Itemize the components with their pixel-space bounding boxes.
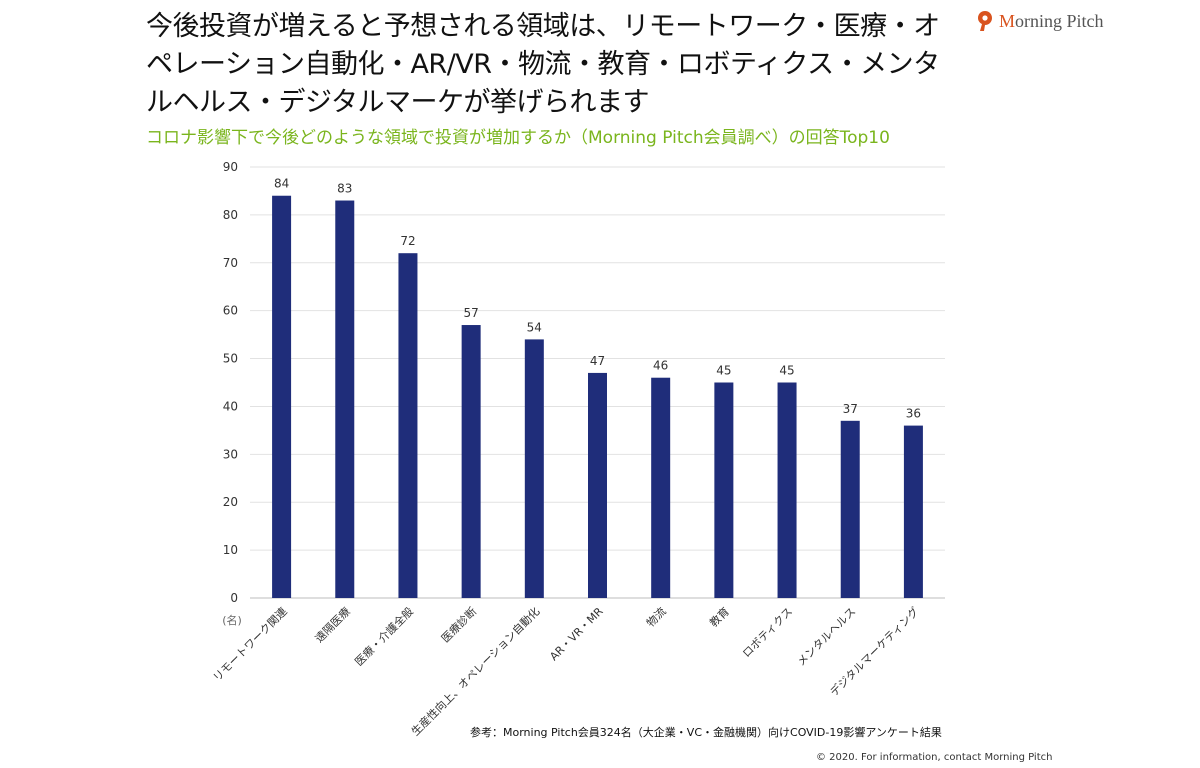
bar	[524, 339, 544, 598]
y-tick-label: 40	[223, 399, 238, 413]
bar	[840, 420, 860, 598]
y-tick-label: 0	[230, 591, 238, 605]
data-label: 57	[463, 306, 478, 320]
data-label: 72	[400, 234, 415, 248]
bar	[588, 372, 607, 598]
copyright-text: © 2020. For information, contact Morning…	[816, 752, 1053, 763]
data-label: 54	[527, 320, 542, 334]
bar	[714, 382, 734, 598]
data-label: 45	[779, 364, 794, 378]
data-label: 83	[337, 182, 352, 196]
bar	[272, 195, 292, 598]
y-tick-label: 90	[223, 160, 238, 174]
category-label: 医療・介護全般	[352, 604, 416, 668]
data-label: 47	[590, 354, 605, 368]
source-note: 参考：Morning Pitch会員324名（大企業・VC・金融機関）向けCOV…	[470, 726, 942, 739]
bar	[335, 200, 355, 598]
morning-pitch-logo-icon	[978, 11, 992, 31]
bar	[777, 382, 797, 598]
data-label: 84	[274, 177, 289, 191]
y-tick-label: 30	[223, 447, 238, 461]
category-label: 遠隔医療	[312, 604, 353, 645]
y-tick-label: 70	[223, 256, 238, 270]
slide-title: 今後投資が増えると予想される領域は、リモートワーク・医療・オペレーション自動化・…	[146, 11, 940, 118]
y-tick-label: 10	[223, 543, 238, 557]
category-label: 医療診断	[438, 604, 479, 645]
y-unit-label: (名)	[222, 613, 242, 627]
data-label: 37	[843, 402, 858, 416]
chart-title: コロナ影響下で今後どのような領域で投資が増加するか（Morning Pitch会…	[146, 128, 890, 148]
category-label: メンタルヘルス	[795, 605, 859, 669]
category-label: AR・VR・MR	[547, 605, 606, 664]
y-tick-label: 20	[223, 495, 238, 509]
morning-pitch-logo: Morning Pitch	[975, 8, 1104, 34]
bar	[651, 377, 671, 598]
data-label: 46	[653, 359, 668, 373]
y-tick-label: 80	[223, 208, 238, 222]
category-label: 教育	[707, 604, 732, 629]
bar	[398, 253, 418, 598]
data-label: 45	[716, 364, 731, 378]
category-label: 物流	[643, 604, 668, 629]
bar	[461, 325, 481, 598]
data-label: 36	[906, 407, 921, 421]
logo-text: Morning Pitch	[999, 10, 1104, 31]
y-tick-label: 50	[223, 352, 238, 366]
category-label: ロボティクス	[740, 605, 795, 660]
bar	[903, 425, 923, 598]
category-label: 生産性向上、オペレーション自動化	[408, 604, 542, 738]
y-tick-label: 60	[223, 304, 238, 318]
